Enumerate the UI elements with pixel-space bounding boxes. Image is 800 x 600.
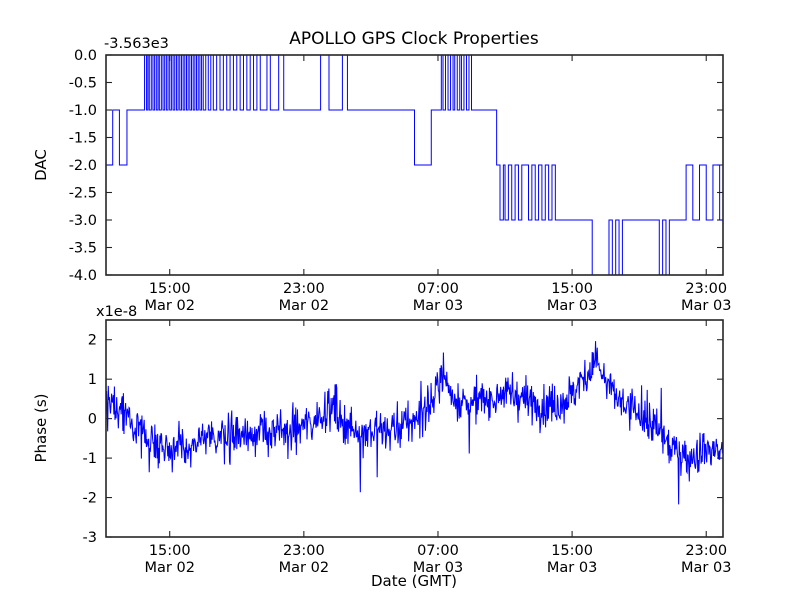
y-tick-label: -3.0	[69, 213, 97, 229]
x-tick-label: 15:00	[149, 281, 191, 297]
x-tick-label: 23:00	[685, 281, 727, 297]
y-tick-label: -2	[83, 491, 97, 507]
chart-title: APOLLO GPS Clock Properties	[289, 29, 539, 49]
x-tick-label: 15:00	[551, 281, 593, 297]
x-tick-label-date: Mar 03	[547, 560, 597, 576]
phase-y-exponent-label: x1e-8	[96, 304, 137, 320]
x-tick-label-date: Mar 02	[279, 298, 329, 314]
x-tick-label: 23:00	[283, 281, 325, 297]
phase-axes-frame	[105, 319, 724, 538]
x-tick-label: 15:00	[149, 543, 191, 559]
y-tick-label: -1	[83, 451, 97, 467]
x-tick-label: 23:00	[685, 543, 727, 559]
dac-y-axis-label: DAC	[32, 149, 50, 181]
x-tick-label-date: Mar 03	[681, 298, 731, 314]
x-tick-label-date: Mar 03	[413, 560, 463, 576]
dac-panel: -3.563e3 0.0 -0.5 -1.0 -1.5 -2.0 -2.5 -3.0 -3.5…	[32, 36, 731, 314]
x-tick-label-date: Mar 03	[547, 298, 597, 314]
dac-axes-frame	[105, 54, 724, 276]
x-tick-label-date: Mar 02	[145, 560, 195, 576]
x-tick-label-date: Mar 02	[145, 298, 195, 314]
y-tick-label: -2.5	[69, 186, 97, 202]
y-tick-label: -4.0	[69, 268, 97, 284]
x-tick-label: 23:00	[283, 543, 325, 559]
x-tick-label: 15:00	[551, 543, 593, 559]
y-tick-label: -1.5	[69, 131, 97, 147]
y-tick-label: -1.0	[69, 103, 97, 119]
phase-y-axis-label: Phase (s)	[32, 393, 50, 462]
phase-data-line	[105, 341, 724, 505]
y-tick-label: -0.5	[69, 76, 97, 92]
y-tick-label: -3.5	[69, 241, 97, 257]
y-tick-label: 0	[88, 412, 97, 428]
y-tick-label: 1	[88, 372, 97, 388]
y-tick-label: 0.0	[74, 48, 97, 64]
x-tick-label: 07:00	[417, 281, 459, 297]
x-tick-label-date: Mar 02	[279, 560, 329, 576]
phase-x-axis-label: Date (GMT)	[371, 572, 457, 590]
dac-y-offset-label: -3.563e3	[104, 36, 169, 52]
x-tick-label: 07:00	[417, 543, 459, 559]
y-tick-label: 2	[88, 333, 97, 349]
y-tick-label: -2.0	[69, 158, 97, 174]
x-tick-label-date: Mar 03	[413, 298, 463, 314]
y-tick-label: -3	[83, 530, 97, 546]
x-tick-label-date: Mar 03	[681, 560, 731, 576]
